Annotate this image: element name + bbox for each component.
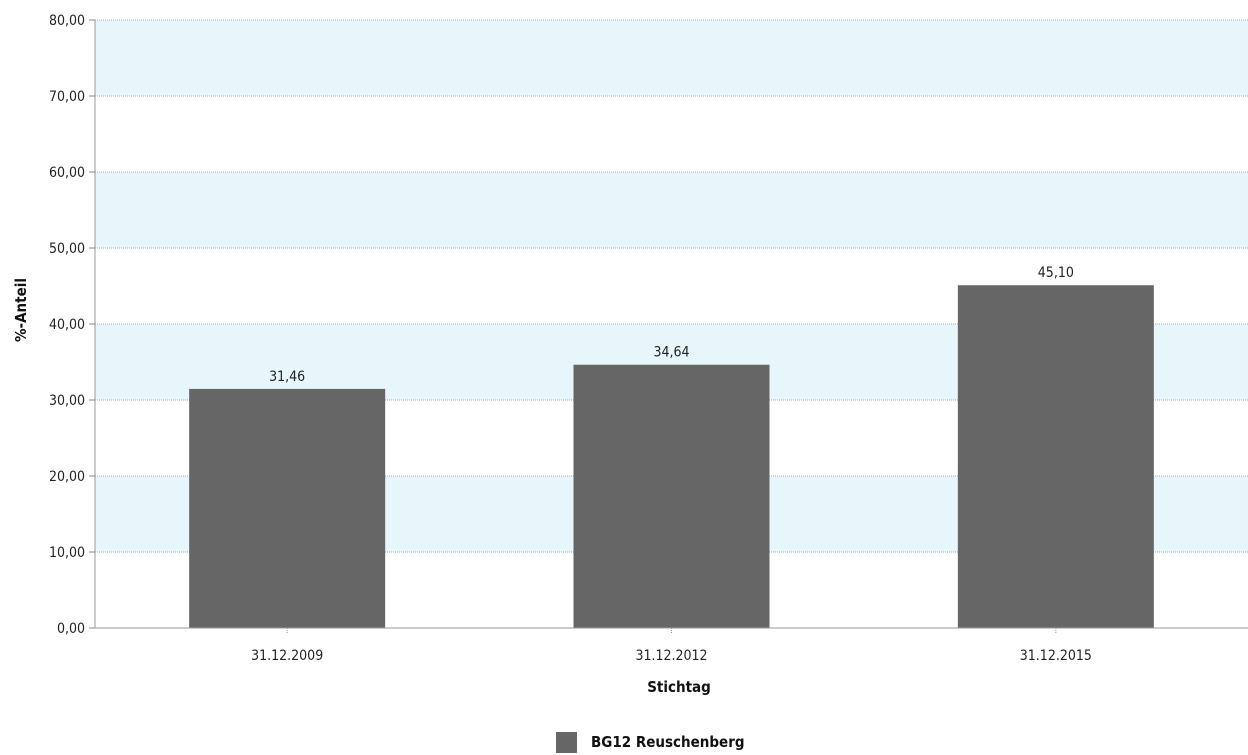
y-tick-label: 40,00: [49, 317, 85, 333]
x-tick-label: 31.12.2009: [251, 648, 323, 664]
y-tick-label: 30,00: [49, 393, 85, 409]
data-label: 45,10: [1038, 265, 1074, 281]
data-label: 31,46: [269, 369, 305, 385]
y-tick-label: 20,00: [49, 469, 85, 485]
legend-label: BG12 Reuschenberg: [591, 733, 745, 751]
data-labels: 31,46 34,64 45,10: [269, 265, 1074, 385]
y-tick-label: 60,00: [49, 165, 85, 181]
axes: [89, 19, 1248, 634]
x-axis-title: Stichtag: [647, 678, 711, 696]
bar-chart: 0,00 10,00 20,00 30,00 40,00 50,00 60,00 70,00 8…: [12, 13, 1248, 696]
x-tick-label: 31.12.2012: [635, 648, 707, 664]
y-tick-labels: 0,00 10,00 20,00 30,00 40,00 50,00 60,00 70,00 8…: [49, 13, 85, 637]
bars: [189, 285, 1154, 628]
legend: BG12 Reuschenberg: [556, 730, 745, 754]
legend-swatch: [556, 731, 577, 753]
data-label: 34,64: [653, 345, 689, 361]
band: [95, 20, 1248, 96]
band: [95, 172, 1248, 248]
y-tick-label: 80,00: [49, 13, 85, 29]
y-axis-title: %-Anteil: [12, 278, 30, 342]
bar: [189, 388, 386, 628]
y-tick-label: 0,00: [57, 621, 85, 637]
y-tick-label: 70,00: [49, 89, 85, 105]
bar: [573, 364, 770, 628]
y-tick-label: 50,00: [49, 241, 85, 257]
y-tick-label: 10,00: [49, 545, 85, 561]
bar: [957, 285, 1154, 628]
x-tick-labels: 31.12.2009 31.12.2012 31.12.2015: [251, 648, 1092, 664]
x-tick-label: 31.12.2015: [1020, 648, 1092, 664]
